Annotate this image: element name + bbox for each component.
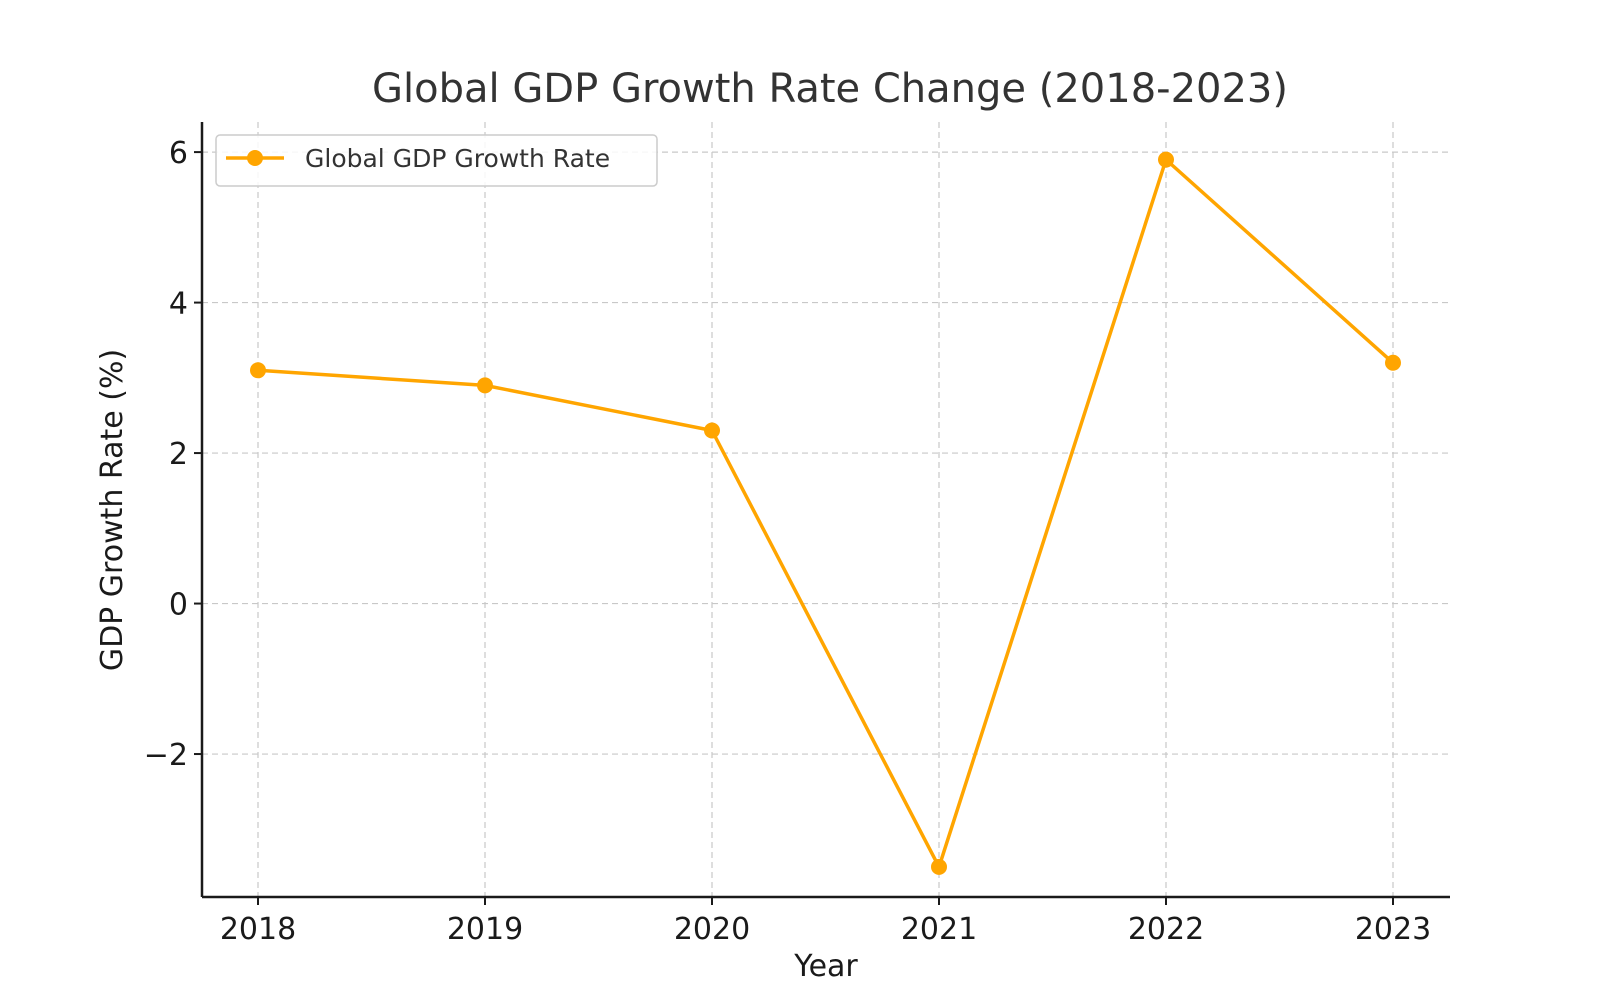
data-point [1385,354,1401,371]
x-tick-label: 2022 [1128,912,1204,947]
y-tick-label: −2 [144,738,188,773]
y-tick-label: 6 [169,136,188,171]
y-axis-ticks: −2 0 2 4 6 [144,136,202,773]
data-point [250,362,266,379]
x-tick-label: 2020 [674,912,750,947]
data-point [1158,151,1174,168]
x-tick-label: 2019 [447,912,523,947]
data-point [477,377,493,394]
legend-marker-swatch [247,150,263,166]
legend-label: Global GDP Growth Rate [305,144,610,173]
x-tick-label: 2021 [901,912,977,947]
y-axis-label: GDP Growth Rate (%) [95,349,130,671]
data-point [704,422,720,439]
y-tick-label: 4 [169,287,188,322]
y-tick-label: 2 [169,437,188,472]
x-tick-label: 2023 [1355,912,1431,947]
data-point [931,858,947,875]
series-layer [250,151,1401,875]
x-tick-label: 2018 [220,912,296,947]
chart-title: Global GDP Growth Rate Change (2018-2023… [372,66,1288,112]
grid-lines [202,122,1450,897]
x-axis-ticks: 2018 2019 2020 2021 2022 2023 [220,897,1431,947]
legend: Global GDP Growth Rate [215,134,658,187]
series-line [257,157,1395,869]
y-tick-label: 0 [169,588,188,623]
legend-box [215,134,658,187]
x-axis-label: Year [793,949,858,984]
